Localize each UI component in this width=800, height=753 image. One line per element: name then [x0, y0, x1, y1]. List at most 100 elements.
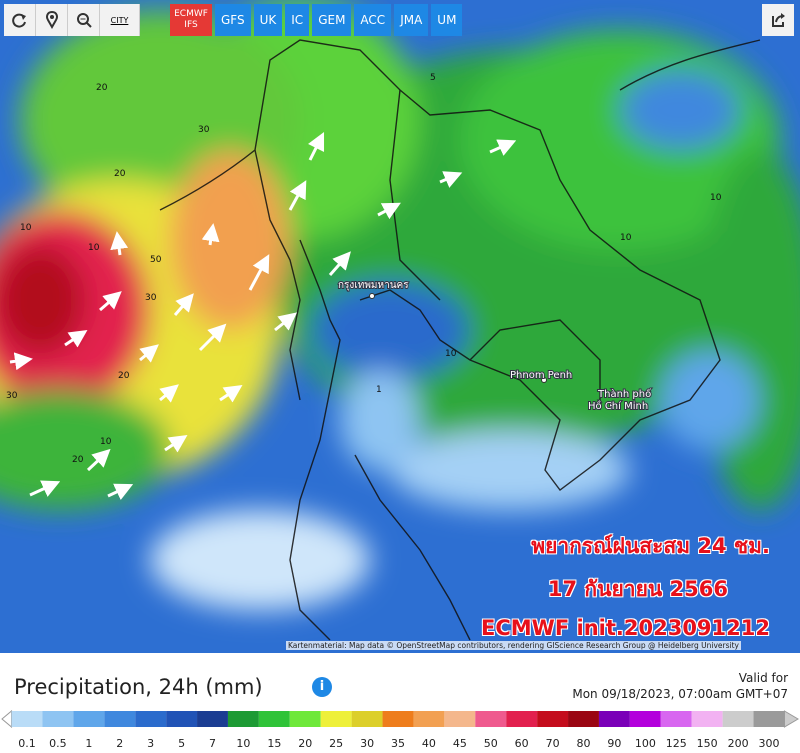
zoom-button[interactable]	[68, 4, 100, 36]
legend-label: 300	[759, 737, 780, 750]
legend-swatch	[568, 711, 599, 727]
place-label: Thành phố	[597, 388, 651, 400]
map-tools: CITY	[4, 4, 140, 36]
attribution: Kartenmaterial: Map data © OpenStreetMap…	[286, 641, 741, 650]
model-tab[interactable]: IC	[285, 4, 310, 36]
contour-label: 20	[96, 83, 108, 93]
legend-swatch	[691, 711, 723, 727]
legend-swatch	[73, 711, 105, 727]
overlay-line: ECMWF init.2023091212	[481, 616, 770, 640]
legend-label: 150	[697, 737, 718, 750]
legend-label: 1	[85, 737, 92, 750]
contour-label: 10	[445, 349, 457, 359]
legend-swatch	[258, 711, 290, 727]
model-tab[interactable]: ACC	[354, 4, 392, 36]
contour-label: 30	[198, 125, 210, 135]
refresh-button[interactable]	[4, 4, 36, 36]
legend-label: 80	[577, 737, 591, 750]
legend-swatch	[537, 711, 569, 727]
legend-label: 7	[209, 737, 216, 750]
model-tabs: ECMWF IFS GFS UK IC GEM ACC JMA UM	[170, 4, 465, 36]
legend-label: 60	[515, 737, 529, 750]
model-tab[interactable]: GEM	[312, 4, 352, 36]
legend-label: 15	[267, 737, 281, 750]
city-button[interactable]: CITY	[100, 4, 140, 36]
contour-label: 10	[620, 233, 632, 243]
legend-swatch	[506, 711, 538, 727]
legend-swatch	[722, 711, 754, 727]
contour-label: 1	[376, 385, 382, 395]
legend-label: 40	[422, 737, 436, 750]
contour-label: 20	[114, 169, 126, 179]
legend-label: 0.1	[18, 737, 36, 750]
place-label: Phnom Penh	[510, 370, 572, 381]
legend-label: 50	[484, 737, 498, 750]
legend-swatch	[598, 711, 630, 727]
contour-label: 30	[6, 391, 18, 401]
product-title: Precipitation, 24h (mm)	[14, 675, 263, 699]
legend-label: 3	[147, 737, 154, 750]
model-tab[interactable]: GFS	[215, 4, 251, 36]
legend-label: 70	[546, 737, 560, 750]
legend-label: 125	[666, 737, 687, 750]
model-tab[interactable]: UM	[431, 4, 463, 36]
valid-time: Mon 09/18/2023, 07:00am GMT+07	[572, 687, 788, 701]
legend-label: 45	[453, 737, 467, 750]
legend-end	[1, 709, 13, 729]
legend-swatch	[289, 711, 321, 727]
legend-label: 25	[329, 737, 343, 750]
legend-end	[783, 710, 799, 728]
legend-label: 90	[607, 737, 621, 750]
wind-arrows	[9, 131, 517, 500]
contour-label: 10	[710, 193, 722, 203]
model-tab[interactable]: UK	[253, 4, 283, 36]
legend-swatch	[475, 711, 507, 727]
legend-swatch	[629, 711, 661, 727]
legend-swatch	[413, 711, 445, 727]
overlay-line: พยากรณ์ฝนสะสม 24 ชม.	[531, 534, 770, 558]
legend-swatch	[753, 711, 785, 727]
legend-swatch	[320, 711, 352, 727]
share-button[interactable]	[762, 4, 794, 36]
legend-swatch	[166, 711, 198, 727]
contour-label: 10	[20, 223, 32, 233]
contour-label: 10	[100, 437, 112, 447]
model-tab[interactable]: JMA	[394, 4, 429, 36]
place-label: Hồ Chí Minh	[588, 400, 648, 412]
legend-label: 30	[360, 737, 374, 750]
legend-label: 200	[728, 737, 749, 750]
precip-map[interactable]: กรุงเทพมหานคร Phnom Penh Thành phố Hồ Ch…	[0, 0, 800, 653]
legend-label: 5	[178, 737, 185, 750]
contour-label: 50	[150, 255, 162, 265]
legend-swatch	[444, 711, 476, 727]
legend-swatch	[660, 711, 692, 727]
footer: Precipitation, 24h (mm) i Valid for Mon …	[0, 653, 800, 753]
legend-label: 0.5	[49, 737, 67, 750]
contour-label: 30	[145, 293, 157, 303]
info-button[interactable]: i	[312, 677, 332, 697]
location-button[interactable]	[36, 4, 68, 36]
legend-swatch	[11, 711, 43, 727]
contour-label: 5	[430, 73, 436, 83]
valid-label: Valid for	[738, 671, 788, 685]
legend-swatch	[382, 711, 414, 727]
legend-swatch	[104, 711, 136, 727]
model-tab[interactable]: ECMWF IFS	[170, 4, 212, 36]
legend-label: 10	[236, 737, 250, 750]
contour-label: 20	[72, 455, 84, 465]
overlay-line: 17 กันยายน 2566	[547, 577, 728, 601]
legend-swatch	[227, 711, 259, 727]
legend-swatch	[135, 711, 167, 727]
legend-label: 100	[635, 737, 656, 750]
color-legend: 0.1 0.5 1 2 3 5 7 10 15 20 25 30 35 40 45 50 60 70 80 90 100…	[1, 709, 799, 750]
place-label: กรุงเทพมหานคร	[338, 280, 409, 291]
contour-label: 10	[88, 243, 100, 253]
contour-label: 20	[118, 371, 130, 381]
legend-swatch	[197, 711, 228, 727]
legend-label: 35	[391, 737, 405, 750]
legend-swatch	[351, 711, 383, 727]
share	[762, 4, 794, 36]
legend-swatch	[42, 711, 74, 727]
legend-label: 2	[116, 737, 123, 750]
